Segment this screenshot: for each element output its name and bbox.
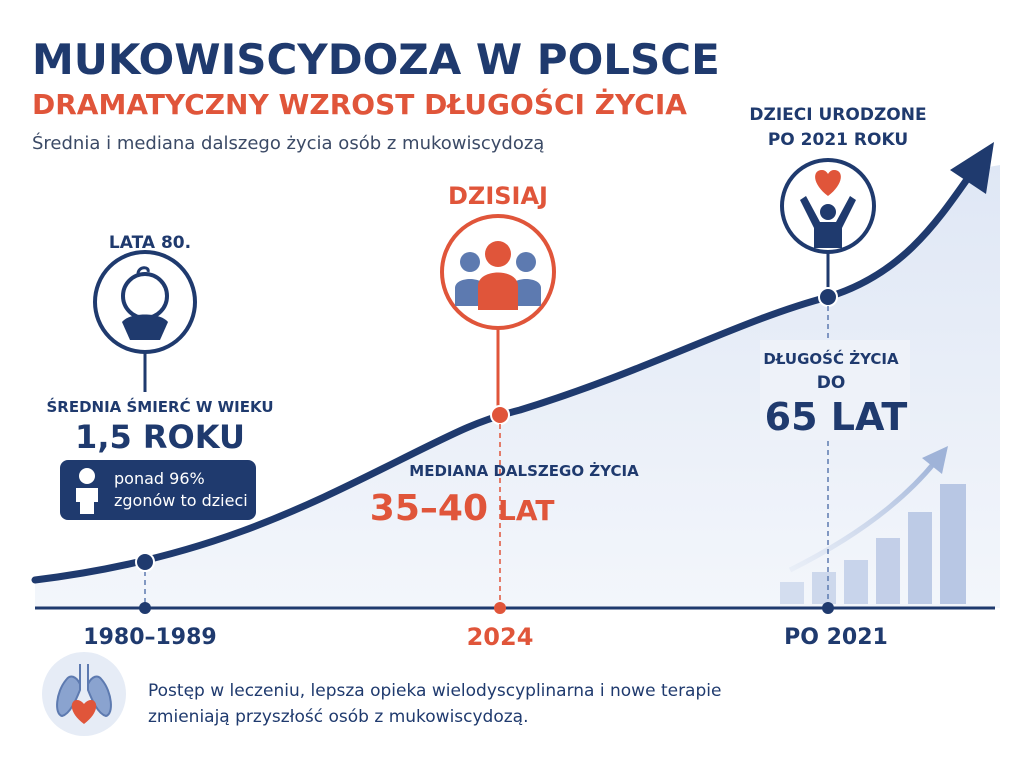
decor-arrow	[788, 460, 937, 573]
decor-arrow-head	[922, 446, 948, 474]
caption: MEDIANA DALSZEGO ŻYCIA	[409, 461, 639, 480]
label-backdrop	[760, 340, 910, 440]
lungs-icon	[56, 664, 112, 724]
caption: DO	[817, 373, 846, 393]
child-body	[76, 488, 98, 514]
description: Średnia i mediana dalszego życia osób z …	[32, 132, 544, 154]
decor-bar	[812, 572, 836, 604]
curve-point	[818, 287, 838, 307]
note-line: zgonów to dzieci	[114, 491, 248, 510]
value: 35–40	[370, 488, 488, 529]
decor-bars	[780, 446, 966, 604]
period-label: DZISIAJ	[448, 182, 548, 210]
value: 65 LAT	[765, 395, 908, 439]
baby-blanket	[122, 314, 168, 340]
curve-point	[135, 552, 155, 572]
person-head	[516, 252, 536, 272]
note-line: ponad 96%	[114, 469, 205, 488]
curve-arrow-head	[950, 142, 994, 194]
decor-bar	[940, 484, 966, 604]
title: MUKOWISCYDOZA W POLSCE	[32, 35, 720, 84]
child-heart-icon	[800, 170, 856, 248]
icon-circle	[440, 214, 556, 330]
baby-curl	[136, 266, 150, 275]
child-head	[820, 204, 836, 220]
period-label: PO 2021 ROKU	[768, 130, 908, 150]
person-body	[455, 279, 485, 306]
footer-line: Postęp w leczeniu, lepsza opieka wielody…	[148, 681, 721, 701]
decor-bar	[876, 538, 900, 604]
footer-line: zmieniają przyszłość osób z mukowiscydoz…	[148, 707, 529, 727]
decor-bar	[908, 512, 932, 604]
growth-curve	[31, 174, 972, 584]
period-label: LATA 80.	[109, 233, 191, 253]
value: 1,5 ROKU	[75, 418, 245, 456]
person-body	[511, 279, 541, 306]
baby-icon	[121, 266, 169, 340]
child-head	[79, 468, 95, 484]
people-icon	[455, 241, 541, 310]
decor-bar	[780, 582, 804, 604]
caption: DŁUGOŚĆ ŻYCIA	[763, 349, 899, 368]
axis-point	[494, 602, 506, 614]
person-head	[485, 241, 511, 267]
unit: LAT	[498, 494, 554, 527]
axis-point	[139, 602, 151, 614]
period-label: DZIECI URODZONE	[749, 105, 926, 125]
axis-label: 1980–1989	[83, 625, 216, 650]
heart	[71, 700, 97, 724]
decor-bar	[844, 560, 868, 604]
growth-area	[35, 165, 1000, 608]
child-body	[800, 196, 856, 248]
child-icon	[76, 468, 98, 514]
axis-label: PO 2021	[784, 625, 888, 650]
heart	[815, 170, 841, 196]
subtitle: DRAMATYCZNY WZROST DŁUGOŚCI ŻYCIA	[32, 87, 687, 121]
note-box	[60, 460, 256, 520]
curve-point	[490, 405, 510, 425]
axis-label: 2024	[467, 623, 534, 651]
caption: ŚREDNIA ŚMIERĆ W WIEKU	[46, 397, 273, 416]
axis-point	[822, 602, 834, 614]
person-body	[478, 272, 518, 310]
person-head	[460, 252, 480, 272]
